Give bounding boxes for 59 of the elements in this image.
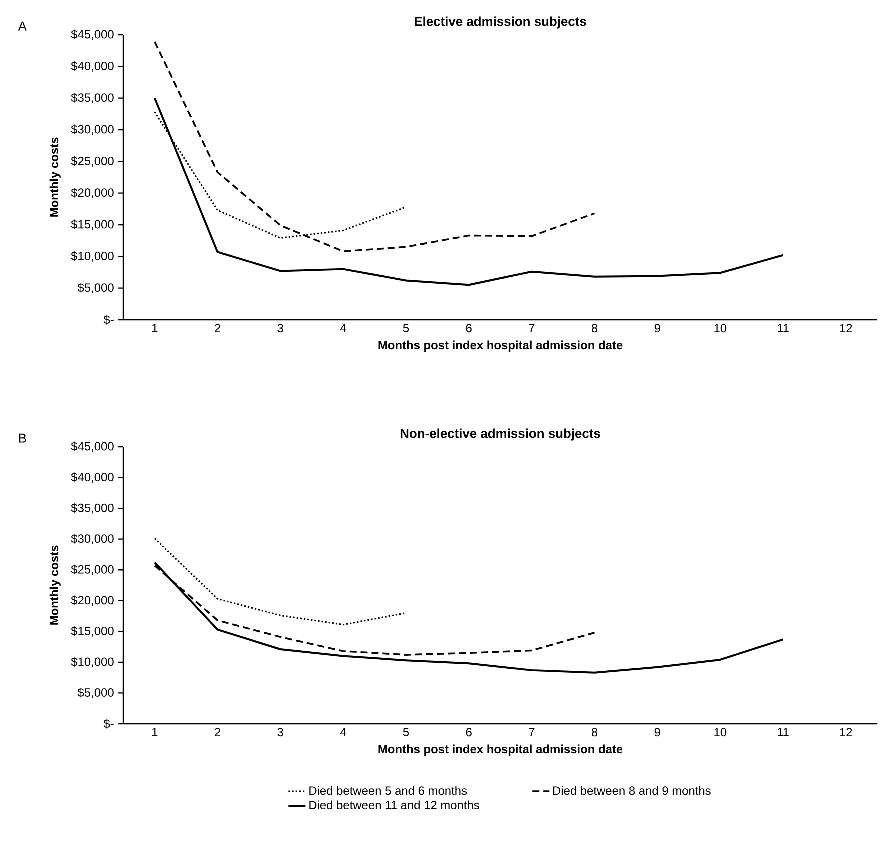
y-tick-label: $35,000: [71, 93, 114, 104]
x-tick-label: 11: [778, 324, 789, 332]
x-tick-label: 9: [654, 728, 660, 737]
legend-label: Died between 5 and 6 months: [310, 786, 468, 796]
y-tick-label: $15,000: [71, 626, 114, 637]
line-series: [154, 562, 784, 674]
x-tick-label: 10: [714, 324, 727, 333]
x-tick-label: 12: [840, 324, 852, 333]
line-series: [154, 97, 784, 286]
y-tick-label: $35,000: [71, 503, 114, 514]
y-tick-label: $10,000: [71, 251, 114, 262]
y-tick-label: $40,000: [71, 472, 114, 483]
y-tick-label: $30,000: [71, 124, 114, 136]
y-tick-label: $-: [104, 315, 114, 325]
x-tick-label: 6: [466, 324, 472, 333]
x-tick-label: 9: [654, 324, 660, 333]
x-axis-title: Months post index hospital admission date: [378, 340, 623, 352]
x-tick-label: 1: [152, 324, 158, 332]
chart-title: Elective admission subjects: [414, 16, 586, 29]
x-tick-label: 10: [714, 728, 727, 737]
x-tick-label: 1: [152, 728, 158, 736]
y-axis-title: Monthly costs: [50, 546, 61, 625]
y-tick-label: $20,000: [71, 188, 114, 199]
x-axis-title: Months post index hospital admission date: [378, 744, 623, 756]
x-tick-label: 11: [778, 728, 789, 736]
x-tick-label: 8: [592, 324, 598, 333]
y-tick-label: $20,000: [71, 596, 114, 606]
x-tick-label: 6: [466, 728, 472, 737]
y-tick-label: $5,000: [78, 688, 114, 698]
x-tick-label: 7: [529, 728, 535, 736]
x-tick-label: 3: [278, 324, 284, 333]
y-tick-label: $15,000: [71, 220, 114, 230]
line-series: [154, 538, 408, 626]
x-tick-label: 5: [403, 728, 410, 737]
text: B: [19, 434, 26, 443]
x-tick-label: 4: [340, 728, 346, 736]
y-tick-label: $5,000: [78, 283, 114, 294]
x-tick-label: 4: [340, 324, 346, 332]
x-tick-label: 8: [592, 728, 598, 737]
y-tick-label: $45,000: [71, 30, 114, 40]
x-tick-label: 2: [215, 324, 220, 333]
x-tick-label: 2: [215, 728, 220, 737]
y-tick-label: $10,000: [71, 657, 114, 668]
chart-title: Non-elective admission subjects: [400, 428, 600, 441]
y-tick-label: $40,000: [71, 61, 114, 72]
y-axis-title: Monthly costs: [50, 138, 61, 217]
y-tick-label: $25,000: [71, 564, 114, 576]
y-tick-label: $-: [104, 719, 114, 729]
line-series: [154, 41, 596, 252]
y-tick-label: $25,000: [71, 156, 114, 167]
x-tick-label: 5: [403, 324, 410, 332]
x-tick-label: 3: [278, 728, 284, 737]
x-tick-label: 12: [840, 728, 852, 737]
y-tick-label: $45,000: [71, 442, 114, 452]
legend-label: Died between 11 and 12 months: [310, 800, 480, 810]
y-tick-label: $30,000: [71, 534, 114, 545]
text: A: [18, 22, 27, 31]
x-tick-label: 7: [529, 324, 535, 332]
legend-label: Died between 8 and 9 months: [553, 786, 711, 796]
